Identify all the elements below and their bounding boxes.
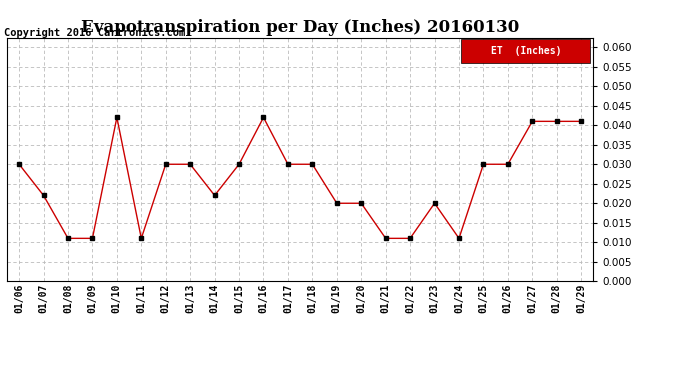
Text: Copyright 2016 Cartronics.com: Copyright 2016 Cartronics.com <box>4 28 185 38</box>
Title: Evapotranspiration per Day (Inches) 20160130: Evapotranspiration per Day (Inches) 2016… <box>81 19 520 36</box>
Text: ET  (Inches): ET (Inches) <box>491 46 561 56</box>
FancyBboxPatch shape <box>462 39 591 63</box>
